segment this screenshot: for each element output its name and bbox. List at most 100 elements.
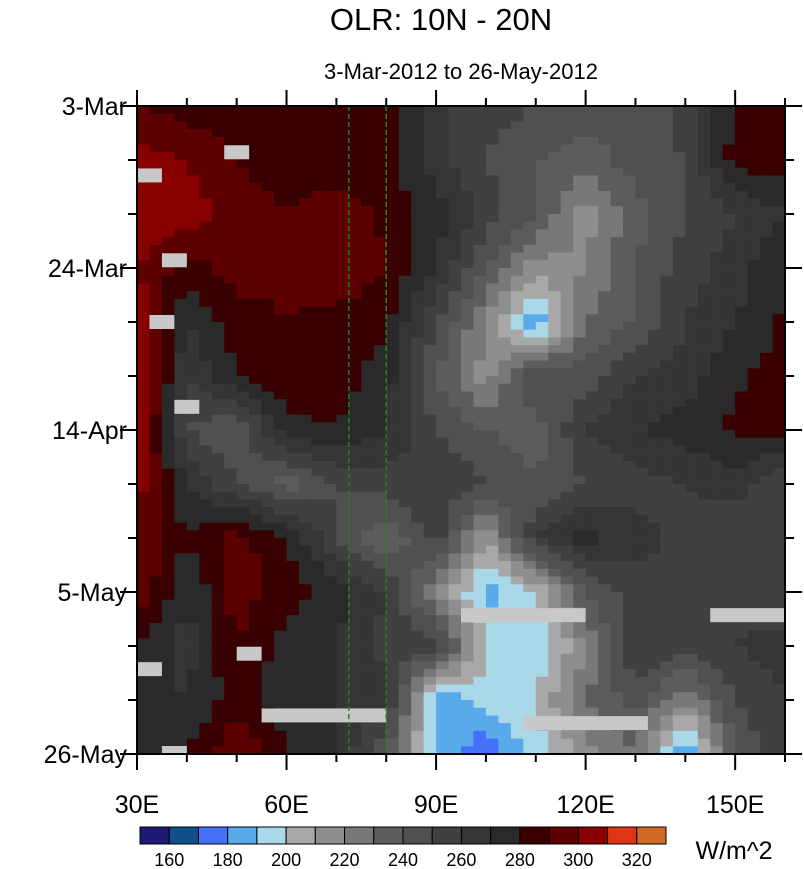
heatmap-cell [585,306,599,315]
heatmap-cell [423,329,437,339]
heatmap-cell [311,383,325,393]
heatmap-cell [323,576,337,585]
heatmap-cell [174,106,188,115]
heatmap-cell [635,298,649,308]
heatmap-cell [660,291,674,300]
heatmap-cell [535,592,549,601]
heatmap-cell [274,576,288,585]
heatmap-cell [423,607,437,616]
heatmap-cell [473,406,487,416]
heatmap-cell [523,221,537,231]
heatmap-cell [660,214,674,223]
heatmap-cell [348,190,362,200]
heatmap-cell [299,206,313,215]
heatmap-cell [573,183,587,192]
heatmap-cell [373,406,387,416]
heatmap-cell [485,476,499,485]
heatmap-cell [510,252,524,261]
heatmap-cell [735,507,749,516]
heatmap-cell [772,723,786,732]
heatmap-cell [323,291,337,300]
heatmap-cell [299,545,313,555]
heatmap-cell [236,244,250,254]
heatmap-cell [772,360,786,369]
heatmap-cell [311,399,325,408]
heatmap-cell [535,538,549,547]
heatmap-cell [436,507,450,516]
heatmap-cell [186,514,200,524]
heatmap-cell [323,692,337,701]
heatmap-cell [647,121,661,130]
heatmap-cell [623,322,637,331]
heatmap-cell [373,445,387,454]
heatmap-cell [186,283,200,292]
heatmap-cell [174,476,188,485]
heatmap-cell [236,260,250,269]
heatmap-cell [535,368,549,377]
heatmap-cell [411,430,425,439]
heatmap-cell [710,368,724,377]
heatmap-cell [224,437,238,447]
heatmap-cell [373,545,387,555]
heatmap-cell [610,275,624,285]
heatmap-cell [236,707,250,717]
heatmap-cell [137,252,151,261]
heatmap-cell [685,692,699,701]
heatmap-cell [423,106,437,115]
heatmap-cell [186,268,200,277]
heatmap-cell [186,460,200,470]
heatmap-cell [211,129,225,138]
heatmap-cell [535,237,549,246]
x-axis-tick-labels: 30E 60E 90E 120E 150E [115,791,765,819]
heatmap-cell [473,638,487,647]
heatmap-cell [249,144,263,153]
heatmap-cell [722,152,736,161]
heatmap-cell [137,553,151,562]
heatmap-cell [485,376,499,385]
heatmap-cell [473,399,487,408]
heatmap-cell [485,175,499,184]
heatmap-cell [473,260,487,269]
heatmap-cell [760,561,774,570]
heatmap-cell [373,476,387,485]
heatmap-cell [660,576,674,585]
heatmap-cell [448,275,462,285]
heatmap-cell [747,345,761,354]
heatmap-cell [236,368,250,377]
heatmap-cell [772,599,786,609]
heatmap-cell [523,283,537,292]
heatmap-cell [274,306,288,315]
heatmap-cell [660,337,674,346]
heatmap-cell [685,730,699,740]
heatmap-cell [186,476,200,485]
heatmap-cell [710,152,724,161]
heatmap-cell [510,746,524,755]
heatmap-cell [311,198,325,207]
heatmap-cell [311,368,325,377]
heatmap-cell [436,453,450,462]
heatmap-cell [585,221,599,231]
heatmap-cell [635,329,649,339]
heatmap-cell [361,576,375,585]
heatmap-cell [573,599,587,609]
heatmap-cell [286,152,300,161]
heatmap-cell [398,484,412,493]
heatmap-cell [411,237,425,246]
heatmap-cell [299,630,313,639]
heatmap-cell [236,298,250,308]
heatmap-cell [186,607,200,616]
heatmap-cell [747,144,761,153]
heatmap-cell [274,599,288,609]
heatmap-cell [710,507,724,516]
heatmap-cell [186,129,200,138]
heatmap-cell [585,738,599,747]
heatmap-cell [485,214,499,223]
heatmap-cell [510,437,524,447]
heatmap-cell [224,692,238,701]
heatmap-cell [323,630,337,639]
heatmap-cell [461,700,475,709]
heatmap-cell [760,345,774,354]
heatmap-cell [485,723,499,732]
heatmap-cell [461,214,475,223]
